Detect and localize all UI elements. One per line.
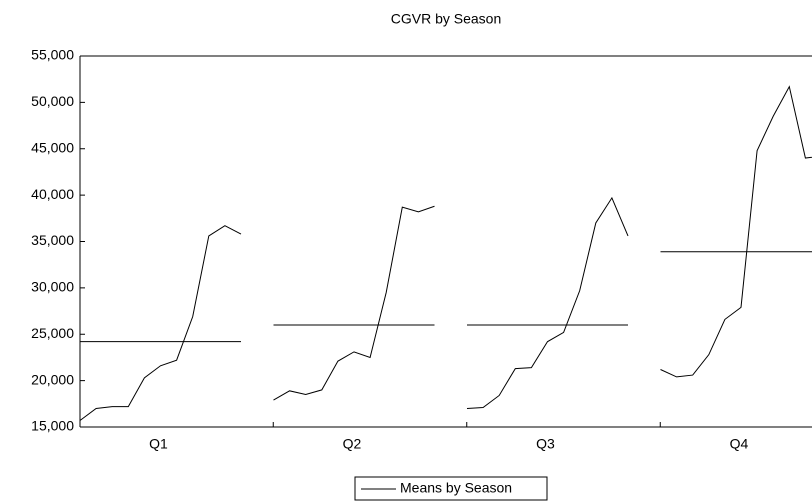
legend-label: Means by Season [400,480,512,496]
season-line [466,196,629,409]
season-line [79,225,242,421]
season-line [273,205,435,401]
x-tick-label: Q2 [343,436,362,452]
y-tick-label: 20,000 [31,371,74,387]
chart-title: CGVR by Season [391,11,502,27]
x-tick-label: Q3 [536,436,555,452]
y-tick-label: 25,000 [31,325,74,341]
y-tick-label: 40,000 [31,186,74,202]
season-line [660,85,812,378]
y-tick-label: 50,000 [31,93,74,109]
y-tick-label: 15,000 [31,418,74,434]
x-tick-label: Q4 [730,436,749,452]
y-tick-label: 30,000 [31,279,74,295]
y-tick-label: 55,000 [31,47,74,63]
x-tick-label: Q1 [149,436,168,452]
y-tick-label: 35,000 [31,232,74,248]
y-tick-label: 45,000 [31,139,74,155]
legend-box [354,476,548,501]
